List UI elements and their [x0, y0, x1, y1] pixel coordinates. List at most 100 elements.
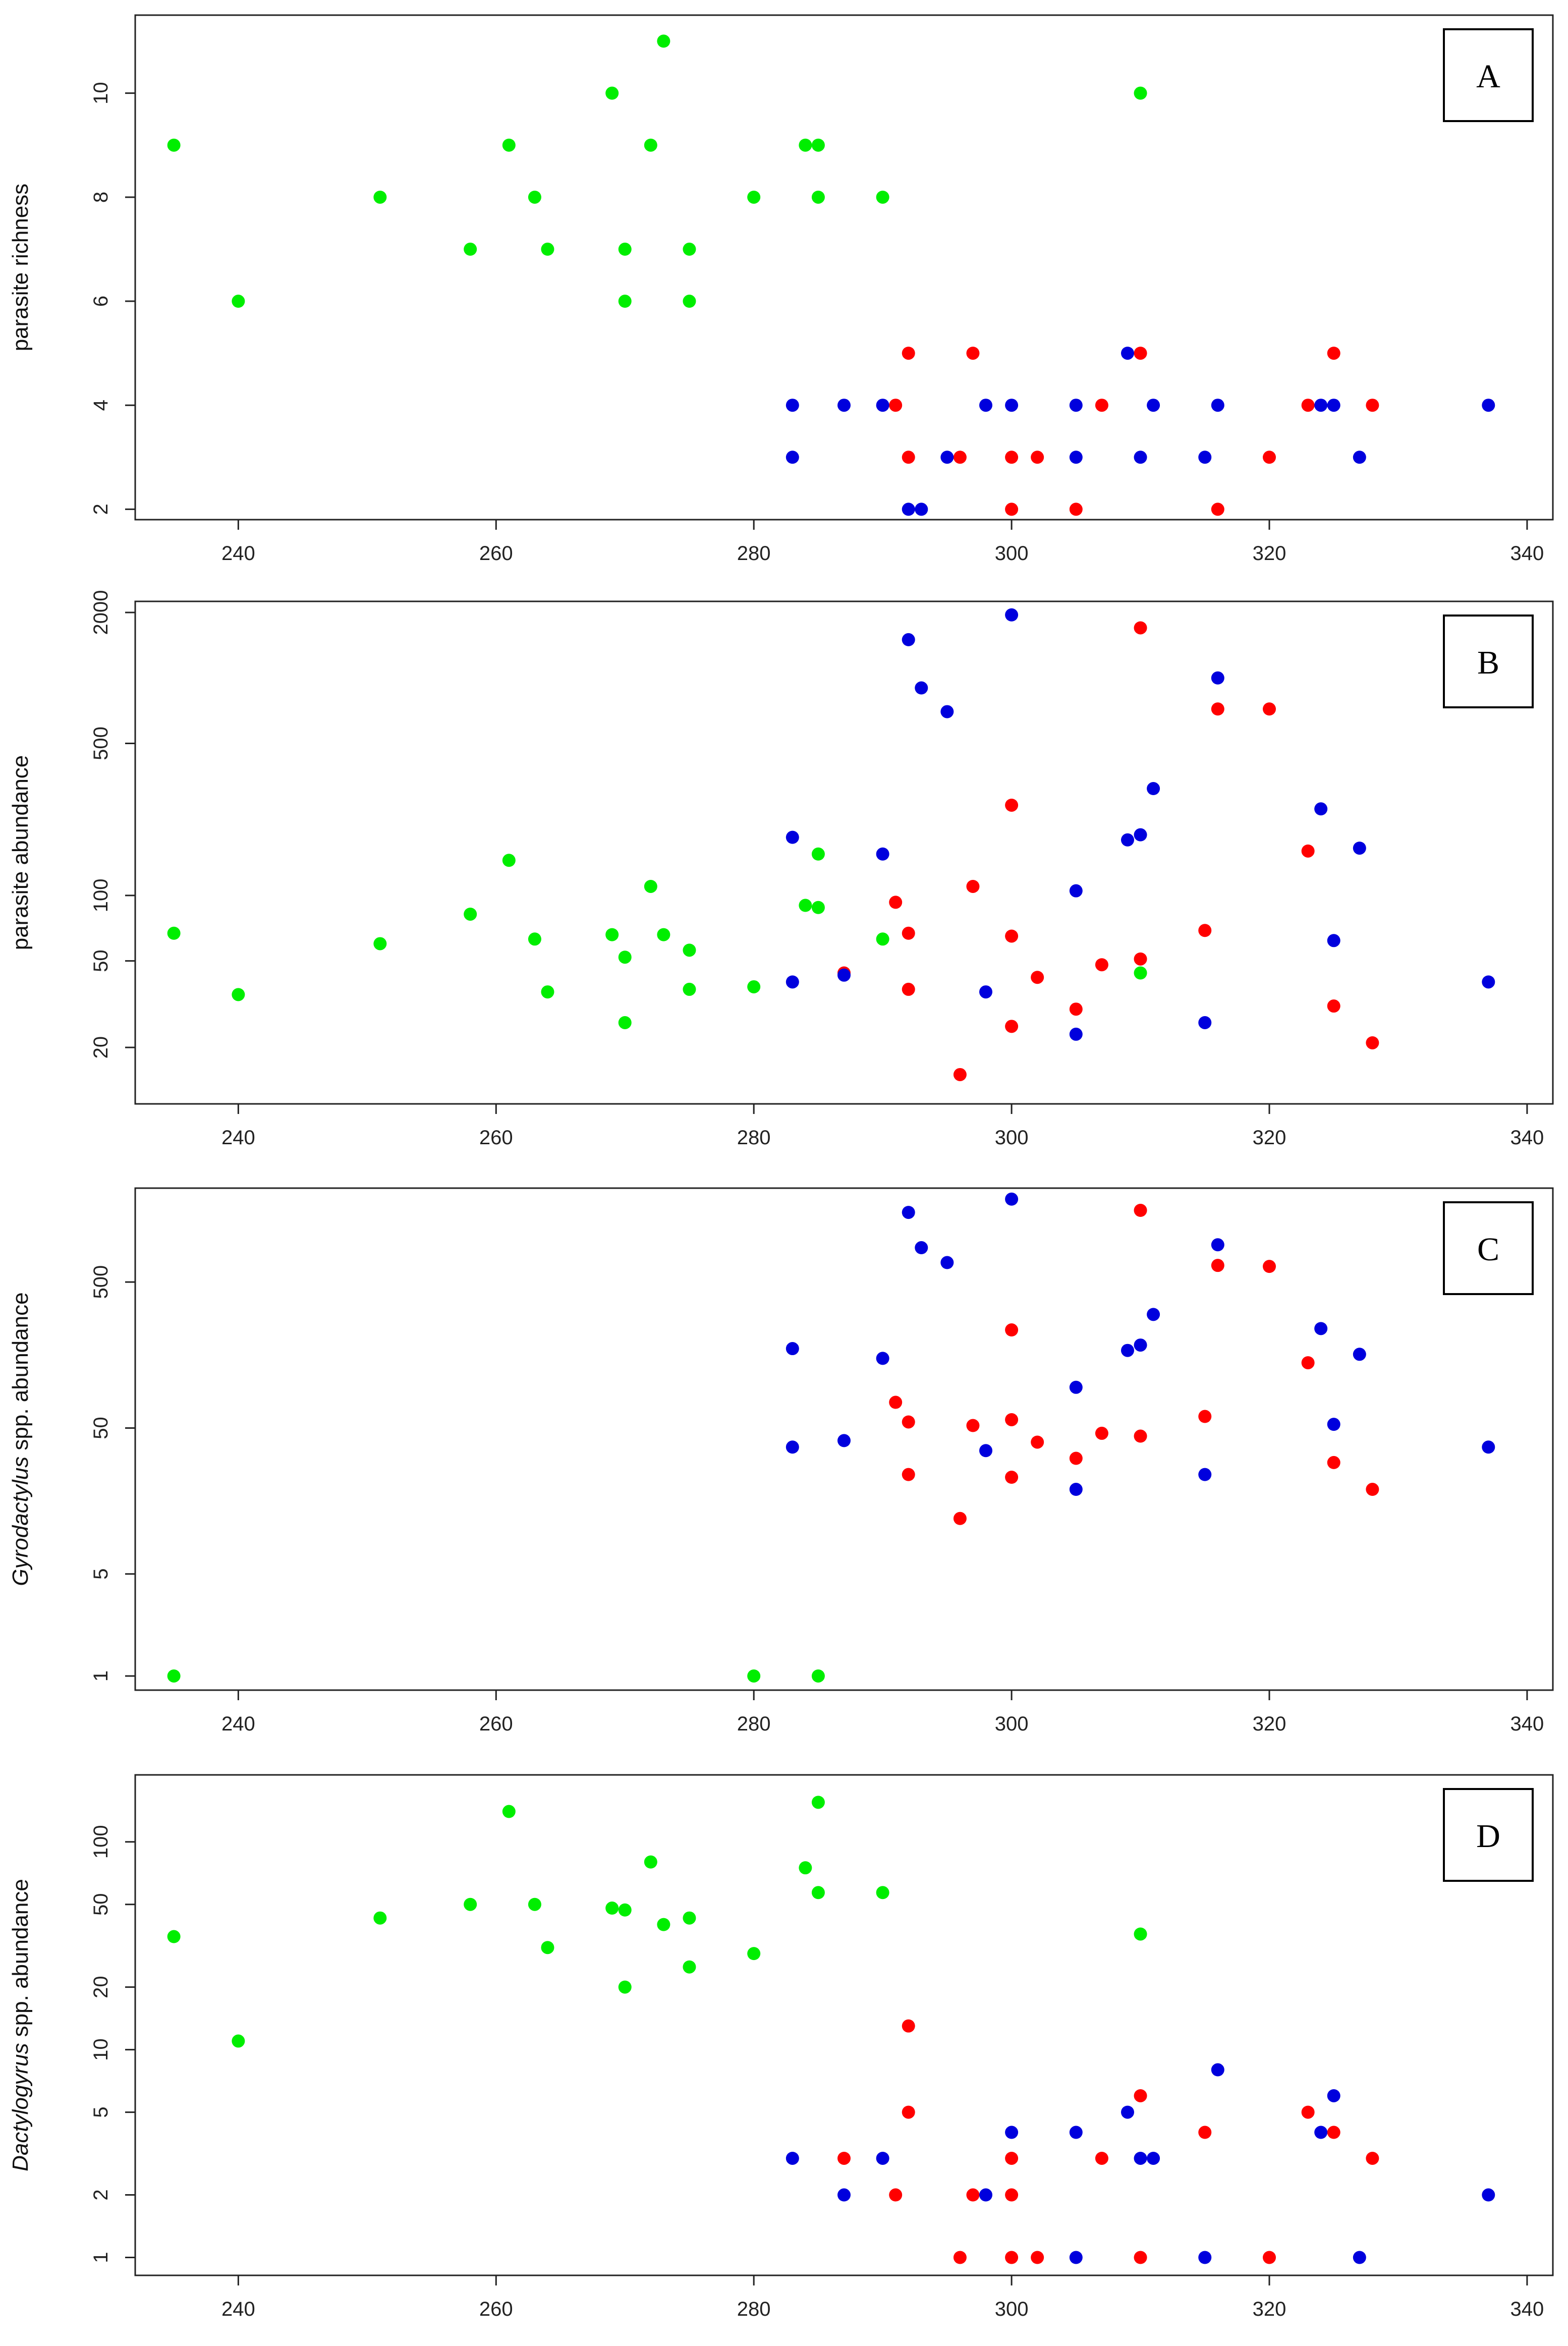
data-point-blue	[876, 1352, 889, 1365]
data-point-green	[644, 138, 657, 152]
data-point-green	[1134, 1927, 1147, 1941]
data-point-red	[889, 1395, 903, 1409]
data-point-green	[232, 988, 245, 1001]
data-point-green	[811, 901, 825, 914]
data-point-red	[1263, 2251, 1276, 2264]
data-point-red	[1031, 971, 1044, 984]
x-tick-label: 320	[1253, 1127, 1286, 1149]
data-point-red	[1211, 502, 1224, 516]
x-tick-label: 320	[1253, 1713, 1286, 1735]
data-point-blue	[1482, 1440, 1495, 1454]
data-point-blue	[1121, 833, 1134, 847]
data-point-red	[1327, 999, 1340, 1013]
data-point-red	[1095, 958, 1108, 972]
data-point-red	[1005, 1413, 1019, 1426]
data-point-green	[605, 1902, 619, 1915]
data-point-blue	[915, 502, 928, 516]
y-tick-label: 100	[90, 878, 112, 912]
data-point-green	[464, 1897, 477, 1911]
data-point-red	[902, 1415, 915, 1429]
data-point-green	[167, 1930, 181, 1943]
x-tick-label: 260	[479, 2298, 513, 2320]
data-point-red	[1005, 502, 1019, 516]
data-point-blue	[1314, 1322, 1328, 1335]
data-point-red	[1005, 2188, 1019, 2202]
data-point-green	[657, 1918, 670, 1931]
data-point-blue	[979, 1444, 992, 1458]
panel-d: 240 260 280 300 320 340 1 2 5 10 20 50 100 Dactylogyr…	[8, 1774, 1554, 2320]
data-point-red	[1005, 1471, 1019, 1484]
data-point-blue	[1482, 975, 1495, 989]
y-axis-title: Gyrodactylus spp. abundance	[8, 1292, 33, 1586]
y-tick-label: 50	[90, 949, 112, 972]
data-point-blue	[1327, 399, 1340, 412]
x-tick-label: 300	[995, 1127, 1029, 1149]
data-point-red	[1301, 1356, 1315, 1370]
x-tick-label: 340	[1510, 2298, 1544, 2320]
data-point-blue	[1211, 671, 1224, 685]
data-point-green	[618, 295, 632, 308]
data-point-red	[1198, 924, 1212, 937]
data-point-green	[605, 928, 619, 941]
data-point-blue	[1353, 842, 1366, 855]
data-point-blue	[1353, 2251, 1366, 2264]
x-tick-label: 280	[737, 1127, 771, 1149]
data-point-blue	[1327, 2089, 1340, 2102]
data-point-green	[876, 1886, 889, 1900]
data-point-blue	[786, 451, 799, 464]
data-point-blue	[1121, 347, 1134, 360]
data-point-green	[683, 982, 696, 996]
data-point-green	[464, 242, 477, 256]
data-point-red	[953, 1068, 967, 1081]
data-point-green	[644, 879, 657, 893]
x-tick-label: 340	[1510, 1713, 1544, 1735]
data-point-green	[605, 86, 619, 100]
data-point-red	[1095, 399, 1108, 412]
data-point-blue	[1005, 399, 1019, 412]
plot-frame	[134, 14, 1554, 521]
data-point-red	[966, 879, 980, 893]
data-point-blue	[1198, 2251, 1212, 2264]
data-point-green	[747, 980, 761, 993]
data-point-green	[683, 1911, 696, 1925]
data-point-red	[1327, 2126, 1340, 2139]
data-point-red	[1095, 2151, 1108, 2165]
data-point-blue	[940, 705, 954, 718]
data-point-green	[528, 1897, 541, 1911]
x-tick-label: 300	[995, 542, 1029, 565]
data-point-green	[528, 190, 541, 204]
y-tick-label: 6	[90, 296, 112, 307]
panel-c: 240 260 280 300 320 340 1 5 50 500 Gyrodactylus sp…	[8, 1187, 1554, 1735]
data-point-blue	[1147, 1308, 1160, 1321]
x-tick-label: 260	[479, 1127, 513, 1149]
data-point-blue	[1314, 2126, 1328, 2139]
data-point-blue	[1121, 1344, 1134, 1357]
data-point-blue	[786, 975, 799, 989]
data-point-green	[683, 242, 696, 256]
y-tick-label: 1	[90, 1670, 112, 1682]
data-point-blue	[1069, 1380, 1083, 1394]
data-point-green	[502, 1805, 516, 1818]
data-point-red	[1134, 2089, 1147, 2102]
x-tick-label: 260	[479, 542, 513, 565]
x-tick-label: 340	[1510, 1127, 1544, 1149]
data-point-green	[657, 928, 670, 941]
data-point-red	[1005, 929, 1019, 943]
data-point-green	[618, 951, 632, 964]
data-point-green	[811, 1669, 825, 1683]
data-point-blue	[915, 1241, 928, 1255]
data-point-green	[876, 932, 889, 946]
data-point-red	[966, 1419, 980, 1432]
data-point-blue	[1069, 399, 1083, 412]
y-tick-label: 2	[90, 504, 112, 515]
data-point-blue	[1211, 1238, 1224, 1252]
data-point-green	[683, 943, 696, 957]
panel-letter-box	[1443, 615, 1534, 708]
data-point-blue	[1069, 884, 1083, 898]
x-tick-label: 260	[479, 1713, 513, 1735]
y-tick-label: 20	[90, 1976, 112, 1998]
data-point-green	[541, 1941, 554, 1954]
panel-letter: B	[1477, 644, 1499, 681]
data-point-blue	[1353, 451, 1366, 464]
